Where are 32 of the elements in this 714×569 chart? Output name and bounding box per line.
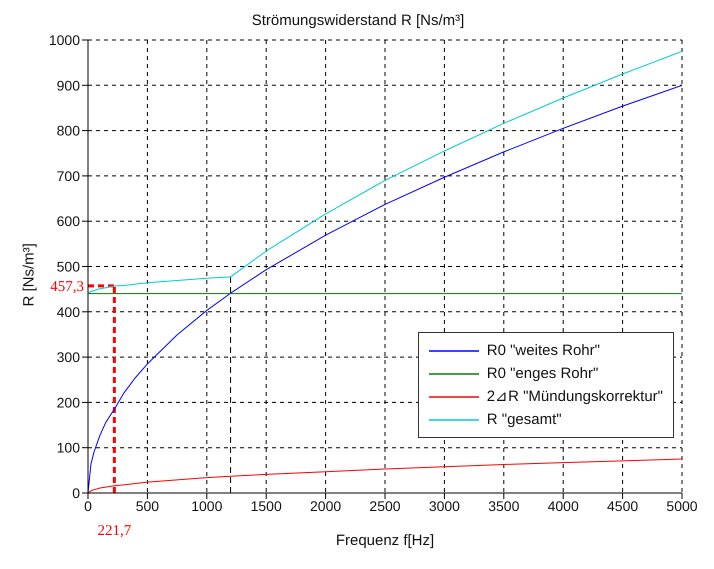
x-tick-label: 0 <box>84 498 92 514</box>
x-tick-label: 3500 <box>488 498 520 514</box>
y-tick-label: 200 <box>56 394 80 410</box>
y-tick-label: 1000 <box>48 32 80 48</box>
x-tick-label: 4500 <box>607 498 638 514</box>
y-tick-label: 0 <box>72 484 80 501</box>
y-tick-label: 600 <box>56 213 80 230</box>
chart-title: Strömungswiderstand R [Ns/m³] <box>250 12 466 29</box>
x-axis-title: Frequenz f[Hz] <box>336 532 434 549</box>
x-tick-label: 500 <box>136 498 160 514</box>
x-tick-label: 1500 <box>250 498 282 514</box>
x-tick-label: 5000 <box>666 498 698 514</box>
ref-line-label: 221,7 <box>97 523 132 539</box>
x-tick-label: 3000 <box>428 498 460 514</box>
line-series <box>88 50 682 294</box>
y-axis-title: R [Ns/m³] <box>20 243 38 306</box>
x-tick-label: 4000 <box>548 498 579 514</box>
ref-line-label: 457,3 <box>50 278 84 295</box>
legend-label: R0 "enges Rohr" <box>486 364 598 384</box>
y-tick-label: 100 <box>56 440 80 456</box>
legend-label: 2⊿R "Mündungskorrektur" <box>486 387 663 407</box>
x-tick-label: 1000 <box>191 498 223 514</box>
x-tick-label: 2500 <box>369 498 401 514</box>
y-tick-label: 500 <box>56 258 80 274</box>
x-tick-label: 2000 <box>310 498 342 514</box>
y-tick-label: 800 <box>56 122 80 139</box>
legend-label: R0 "weites Rohr" <box>486 341 600 361</box>
y-tick-label: 700 <box>56 168 80 184</box>
y-tick-label: 900 <box>56 77 80 94</box>
legend-label: R "gesamt" <box>486 410 562 430</box>
y-tick-label: 400 <box>56 304 80 320</box>
y-tick-label: 300 <box>56 349 80 366</box>
